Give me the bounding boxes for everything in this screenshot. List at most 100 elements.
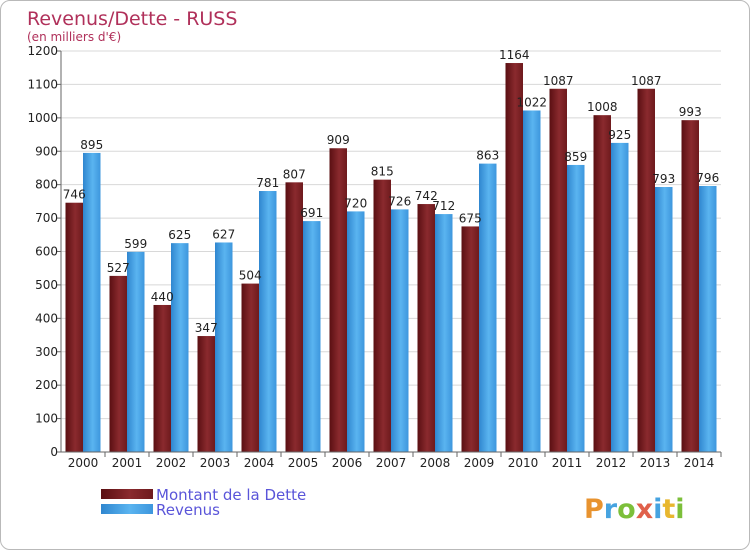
bar-revenus [171, 243, 189, 452]
x-tick-label: 2010 [508, 456, 539, 470]
value-label-revenus: 627 [212, 227, 235, 241]
value-label-dette: 1087 [631, 74, 662, 88]
value-label-revenus: 781 [256, 176, 279, 190]
value-label-dette: 909 [327, 133, 350, 147]
bar-revenus [611, 142, 629, 453]
bar-revenus [435, 214, 453, 452]
value-label-dette: 504 [239, 269, 262, 283]
bar-dette [505, 63, 523, 452]
bar-dette [197, 336, 215, 452]
chart-subtitle: (en milliers d'€) [27, 30, 121, 44]
value-label-dette: 746 [63, 188, 86, 202]
y-tick-label: 0 [50, 445, 58, 459]
bar-dette [109, 275, 127, 452]
bar-revenus [259, 191, 277, 452]
y-tick-label: 200 [35, 378, 58, 392]
bars [65, 63, 717, 453]
bar-revenus [83, 152, 101, 452]
y-tick-label: 500 [35, 278, 58, 292]
value-label-revenus: 726 [388, 194, 411, 208]
value-label-revenus: 1022 [516, 95, 547, 109]
x-tick-label: 2013 [640, 456, 671, 470]
y-tick-label: 1000 [27, 111, 58, 125]
bar-dette [153, 304, 171, 452]
value-label-dette: 527 [107, 261, 130, 275]
x-tick-label: 2001 [112, 456, 143, 470]
value-label-dette: 993 [679, 105, 702, 119]
legend-label-debt: Montant de la Dette [156, 486, 306, 504]
x-tick-label: 2003 [200, 456, 231, 470]
x-tick-label: 2011 [552, 456, 583, 470]
value-label-revenus: 863 [476, 149, 499, 163]
bar-dette [417, 204, 435, 452]
bar-revenus [523, 110, 541, 453]
proxiti-logo: Proxiti [584, 494, 685, 525]
chart-title: Revenus/Dette - RUSS [27, 8, 237, 30]
bar-dette [241, 283, 259, 452]
y-tick-label: 1200 [27, 44, 58, 58]
bar-revenus [479, 163, 497, 452]
value-label-revenus: 720 [344, 196, 367, 210]
bar-revenus [655, 187, 673, 452]
y-tick-label: 600 [35, 245, 58, 259]
value-label-dette: 1087 [543, 74, 574, 88]
y-tick-label: 100 [35, 412, 58, 426]
y-tick-label: 800 [35, 178, 58, 192]
bar-revenus [215, 242, 233, 452]
bar-revenus [347, 211, 365, 452]
x-tick-label: 2006 [332, 456, 363, 470]
y-tick-label: 1100 [27, 77, 58, 91]
x-tick-label: 2004 [244, 456, 275, 470]
x-tick-label: 2014 [684, 456, 715, 470]
bar-revenus [303, 221, 321, 452]
legend-swatch-debt [101, 489, 153, 499]
bar-dette [637, 88, 655, 452]
value-label-revenus: 859 [564, 150, 587, 164]
y-tick-label: 900 [35, 144, 58, 158]
value-label-revenus: 925 [608, 128, 631, 142]
value-label-dette: 440 [151, 290, 174, 304]
value-label-dette: 742 [415, 189, 438, 203]
bar-dette [593, 115, 611, 452]
value-label-revenus: 712 [432, 199, 455, 213]
value-labels: 746 895 527 599 440 625 347 627 504 781 807 691 909 7… [63, 48, 719, 335]
bar-dette [461, 226, 479, 452]
value-label-dette: 1164 [499, 48, 530, 62]
bar-dette [373, 179, 391, 452]
bar-revenus [567, 164, 585, 452]
x-tick-label: 2009 [464, 456, 495, 470]
value-label-revenus: 691 [300, 206, 323, 220]
value-label-dette: 815 [371, 165, 394, 179]
value-label-revenus: 625 [168, 228, 191, 242]
value-label-revenus: 796 [696, 171, 719, 185]
legend-label-revenus: Revenus [156, 501, 220, 519]
value-label-dette: 675 [459, 211, 482, 225]
x-tick-label: 2007 [376, 456, 407, 470]
x-axis-ticks: 2000 2001 2002 2003 2004 2005 2006 2007 2008 2009… [68, 452, 722, 470]
bar-dette [285, 182, 303, 452]
bar-revenus [699, 186, 717, 452]
axes [60, 51, 721, 453]
value-label-dette: 347 [195, 321, 218, 335]
value-label-dette: 1008 [587, 100, 618, 114]
bar-revenus [391, 209, 409, 452]
bar-dette [549, 88, 567, 452]
x-tick-label: 2005 [288, 456, 319, 470]
y-tick-label: 400 [35, 311, 58, 325]
legend: Montant de la Dette Revenus [101, 486, 306, 519]
value-label-dette: 807 [283, 167, 306, 181]
value-label-revenus: 599 [124, 237, 147, 251]
bar-dette [681, 120, 699, 453]
x-tick-label: 2002 [156, 456, 187, 470]
value-label-revenus: 793 [652, 172, 675, 186]
value-label-revenus: 895 [80, 138, 103, 152]
x-tick-label: 2008 [420, 456, 451, 470]
bar-dette [329, 148, 347, 452]
x-tick-label: 2000 [68, 456, 99, 470]
bar-revenus [127, 251, 145, 452]
x-tick-label: 2012 [596, 456, 627, 470]
bar-dette [65, 202, 83, 452]
y-axis-ticks: 0 100 200 300 400 500 600 700 800 900 1000 1100 1200 [27, 44, 61, 459]
legend-swatch-revenus [101, 504, 153, 514]
